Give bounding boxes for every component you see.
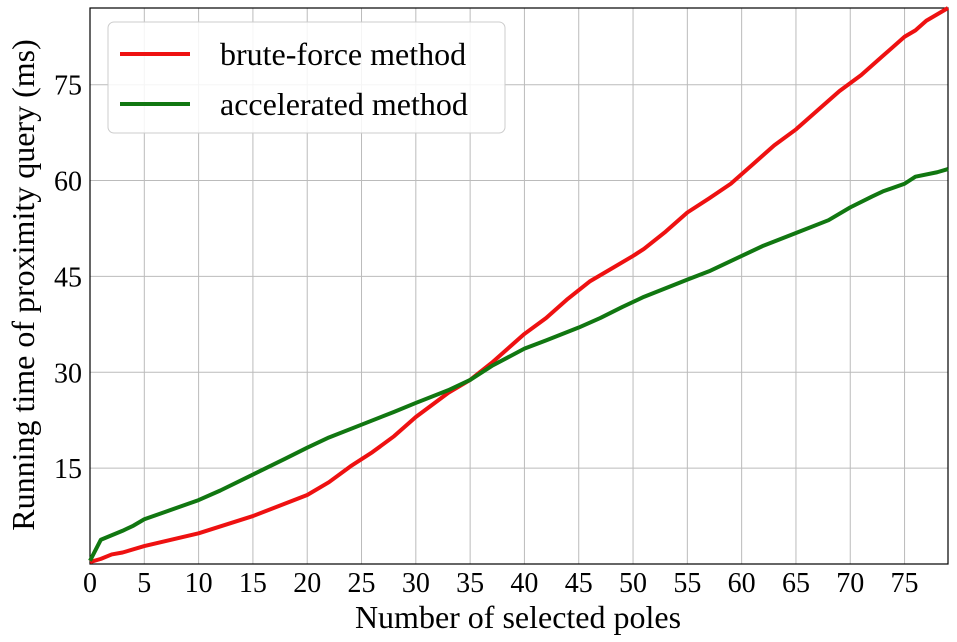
line-series [89,6,950,565]
x-tick-label: 65 [782,568,810,599]
y-tick-label: 60 [54,167,82,198]
legend-label: brute-force method [220,36,466,72]
y-axis-label: Running time of proximity query (ms) [5,39,41,531]
x-tick-label: 35 [456,568,484,599]
x-tick-label: 70 [836,568,864,599]
x-tick-label: 25 [348,568,376,599]
y-tick-label: 45 [54,262,82,293]
x-tick-label: 0 [83,568,97,599]
y-tick-label: 15 [54,454,82,485]
legend-label: accelerated method [220,86,468,122]
x-tick-label: 30 [402,568,430,599]
plot-frame [89,7,949,565]
x-tick-label: 45 [565,568,593,599]
x-tick-label: 5 [137,568,151,599]
x-tick-label: 20 [293,568,321,599]
x-tick-label: 55 [673,568,701,599]
x-tick-label: 15 [239,568,267,599]
legend-box [107,21,506,134]
x-tick-label: 50 [619,568,647,599]
y-tick-label: 75 [54,71,82,102]
x-tick-label: 75 [891,568,919,599]
x-axis-label: Number of selected poles [355,599,681,635]
y-tick-label: 30 [54,358,82,389]
x-tick-label: 40 [510,568,538,599]
line-series [88,167,949,562]
x-tick-label: 60 [728,568,756,599]
x-tick-label: 10 [185,568,213,599]
